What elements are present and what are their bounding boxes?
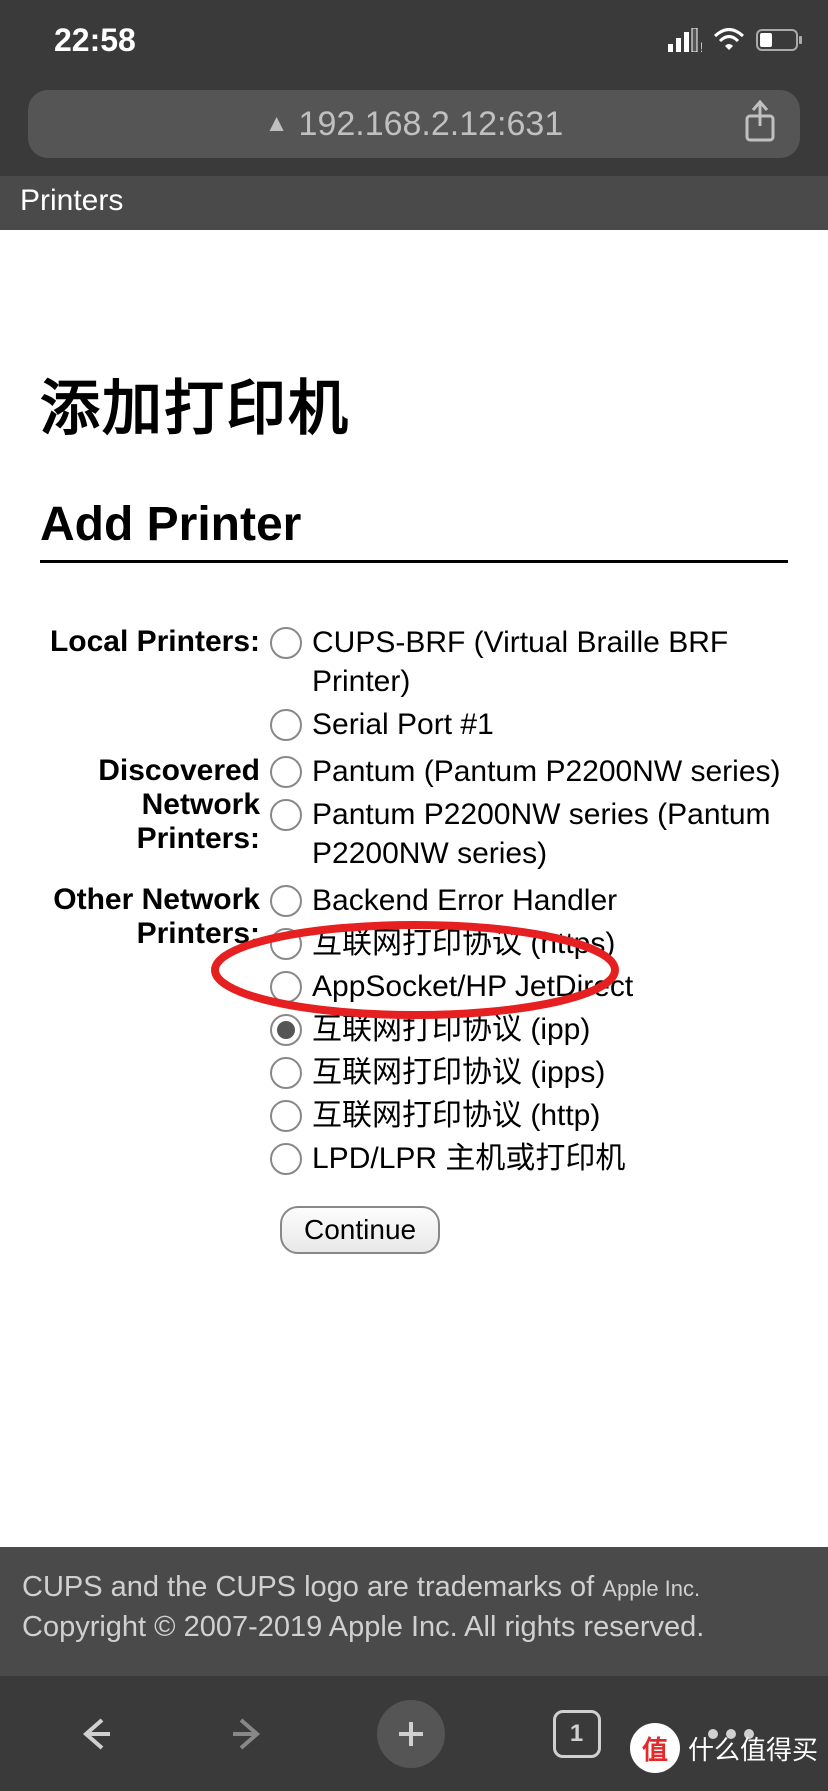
radio-label: Pantum P2200NW series (Pantum P2200NW se… [312, 795, 788, 873]
radio-icon-selected [270, 1014, 302, 1046]
radio-label: 互联网打印协议 (http) [312, 1096, 600, 1135]
tab-count: 1 [553, 1710, 601, 1758]
url-value: 192.168.2.12:631 [299, 105, 564, 144]
radio-pantum-2[interactable]: Pantum P2200NW series (Pantum P2200NW se… [270, 795, 788, 873]
local-printers-row: Local Printers: CUPS-BRF (Virtual Braill… [40, 623, 788, 748]
url-bar[interactable]: ▲ 192.168.2.12:631 [28, 90, 800, 158]
radio-label: LPD/LPR 主机或打印机 [312, 1139, 625, 1178]
watermark: 值 什么值得买 [630, 1723, 818, 1773]
footer-apple: Apple Inc. [602, 1576, 700, 1601]
content: 添加打印机 Add Printer Local Printers: CUPS-B… [0, 230, 828, 1294]
watermark-text: 什么值得买 [688, 1730, 818, 1767]
svg-text:!: ! [700, 39, 702, 52]
radio-serial-port[interactable]: Serial Port #1 [270, 705, 788, 744]
radio-label: 互联网打印协议 (ipp) [312, 1010, 590, 1049]
discovered-printers-options: Pantum (Pantum P2200NW series) Pantum P2… [270, 752, 788, 877]
radio-icon [270, 1143, 302, 1175]
continue-button[interactable]: Continue [280, 1206, 440, 1254]
new-tab-button[interactable] [377, 1700, 445, 1768]
other-printers-row: Other Network Printers: Backend Error Ha… [40, 881, 788, 1182]
url-text: ▲ 192.168.2.12:631 [265, 105, 563, 144]
radio-backend-error[interactable]: Backend Error Handler [270, 881, 788, 920]
radio-icon [270, 971, 302, 1003]
radio-appsocket[interactable]: AppSocket/HP JetDirect [270, 967, 788, 1006]
radio-icon [270, 928, 302, 960]
watermark-icon: 值 [630, 1723, 680, 1773]
radio-icon [270, 627, 302, 659]
radio-label: 互联网打印协议 (https) [312, 924, 615, 963]
tabs-button[interactable]: 1 [553, 1710, 601, 1758]
radio-pantum-1[interactable]: Pantum (Pantum P2200NW series) [270, 752, 788, 791]
status-time: 22:58 [24, 22, 136, 59]
status-icons: ! [668, 28, 804, 52]
radio-icon [270, 709, 302, 741]
radio-label: Serial Port #1 [312, 705, 494, 744]
battery-icon [756, 28, 804, 52]
radio-icon [270, 1100, 302, 1132]
radio-icon [270, 885, 302, 917]
footer: CUPS and the CUPS logo are trademarks of… [0, 1547, 828, 1676]
local-printers-label: Local Printers: [40, 623, 270, 659]
discovered-printers-row: Discovered Network Printers: Pantum (Pan… [40, 752, 788, 877]
footer-copyright: Copyright © 2007-2019 Apple Inc. All rig… [22, 1607, 806, 1648]
other-printers-label: Other Network Printers: [40, 881, 270, 951]
radio-lpd[interactable]: LPD/LPR 主机或打印机 [270, 1139, 788, 1178]
radio-icon [270, 756, 302, 788]
back-button[interactable] [74, 1712, 118, 1756]
radio-https[interactable]: 互联网打印协议 (https) [270, 924, 788, 963]
wifi-icon [712, 28, 746, 52]
discovered-printers-label: Discovered Network Printers: [40, 752, 270, 856]
radio-label: Backend Error Handler [312, 881, 617, 920]
radio-label: CUPS-BRF (Virtual Braille BRF Printer) [312, 623, 788, 701]
radio-icon [270, 799, 302, 831]
share-icon[interactable] [742, 100, 778, 149]
page-title-cn: 添加打印机 [40, 360, 788, 447]
local-printers-options: CUPS-BRF (Virtual Braille BRF Printer) S… [270, 623, 788, 748]
printer-form: Local Printers: CUPS-BRF (Virtual Braill… [40, 623, 788, 1254]
radio-icon [270, 1057, 302, 1089]
forward-button[interactable] [225, 1712, 269, 1756]
nav-bar: Printers [0, 176, 828, 230]
radio-cups-brf[interactable]: CUPS-BRF (Virtual Braille BRF Printer) [270, 623, 788, 701]
radio-label: Pantum (Pantum P2200NW series) [312, 752, 781, 791]
radio-http[interactable]: 互联网打印协议 (http) [270, 1096, 788, 1135]
nav-printers-link[interactable]: Printers [20, 184, 123, 217]
radio-ipp[interactable]: 互联网打印协议 (ipp) [270, 1010, 788, 1049]
radio-label: AppSocket/HP JetDirect [312, 967, 633, 1006]
signal-icon: ! [668, 28, 702, 52]
other-printers-options: Backend Error Handler 互联网打印协议 (https) Ap… [270, 881, 788, 1182]
radio-label: 互联网打印协议 (ipps) [312, 1053, 605, 1092]
warning-icon: ▲ [265, 110, 289, 138]
status-bar: 22:58 ! [0, 0, 828, 90]
url-bar-container: ▲ 192.168.2.12:631 [0, 90, 828, 176]
radio-ipps[interactable]: 互联网打印协议 (ipps) [270, 1053, 788, 1092]
page-title-en: Add Printer [40, 497, 788, 563]
footer-trademark: CUPS and the CUPS logo are trademarks of [22, 1571, 602, 1603]
